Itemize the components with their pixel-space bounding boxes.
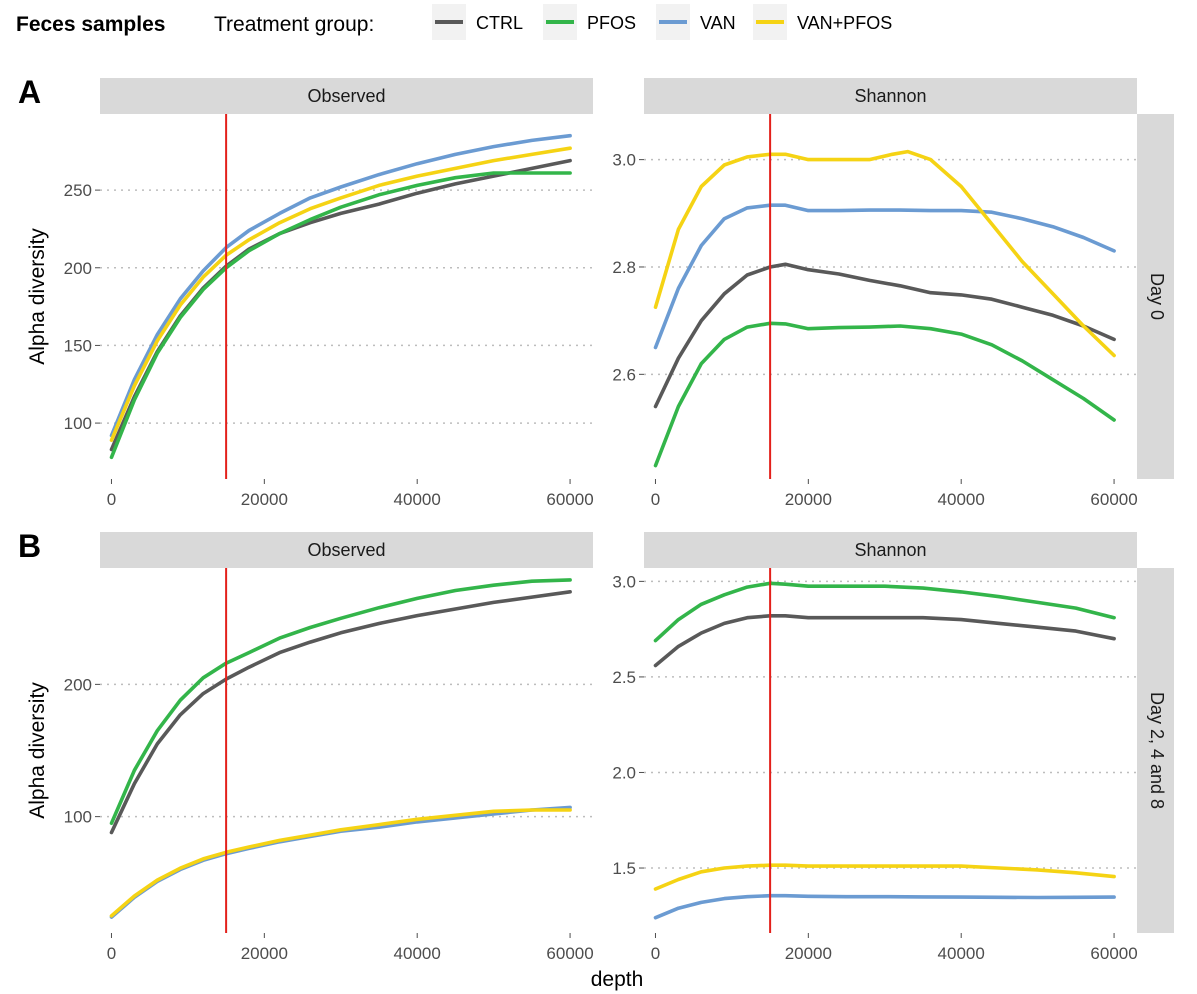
x-tick-label: 40000 <box>394 944 441 963</box>
y-tick-label: 150 <box>64 336 92 355</box>
x-tick-label: 0 <box>651 944 660 963</box>
x-tick-label: 40000 <box>938 490 985 509</box>
x-tick-label: 20000 <box>241 944 288 963</box>
x-tick-label: 0 <box>651 490 660 509</box>
series-line-van-pfos <box>109 146 572 442</box>
y-tick-label: 1.5 <box>612 859 636 878</box>
facet-strip <box>644 532 1137 568</box>
y-tick-label: 2.8 <box>612 258 636 277</box>
legend-item-van-pfos: VAN+PFOS <box>753 4 892 40</box>
series-line-van <box>109 805 572 919</box>
legend-label: CTRL <box>476 13 523 33</box>
x-tick-label: 60000 <box>1090 490 1137 509</box>
panel-tag: A <box>18 74 41 110</box>
panel-3: B Observed 100 200 0 20000 40000 60000 Alpha div… <box>18 528 594 963</box>
x-tick-label: 20000 <box>785 490 832 509</box>
y-tick-label: 2.0 <box>612 763 636 782</box>
x-tick-label: 60000 <box>546 944 593 963</box>
series-line-van <box>653 203 1116 350</box>
facet-row-label: Day 0 <box>1147 273 1167 320</box>
y-tick-label: 250 <box>64 181 92 200</box>
series-line-van <box>653 893 1116 920</box>
facet-strip <box>100 532 593 568</box>
y-tick-label: 2.5 <box>612 668 636 687</box>
facet-row-strip <box>1137 568 1174 933</box>
facet-strip-label: Shannon <box>854 86 926 106</box>
x-tick-label: 60000 <box>546 490 593 509</box>
series-line-ctrl <box>109 590 572 835</box>
facet-strip <box>100 78 593 114</box>
series-line-pfos <box>109 171 572 460</box>
series-line-pfos <box>653 321 1116 468</box>
legend-item-van: VAN <box>656 4 736 40</box>
facet-strip-label: Observed <box>307 86 385 106</box>
x-tick-label: 0 <box>107 944 116 963</box>
x-tick-label: 60000 <box>1090 944 1137 963</box>
series-line-ctrl <box>653 614 1116 668</box>
y-axis-title: Alpha diversity <box>26 228 49 365</box>
panel-2: Shannon Day 0 2.6 2.8 3.0 0 20000 40000 60000 <box>612 78 1174 509</box>
x-tick-label: 40000 <box>394 490 441 509</box>
y-tick-label: 2.6 <box>612 365 636 384</box>
series-line-van-pfos <box>653 149 1116 358</box>
facet-strip-label: Shannon <box>854 540 926 560</box>
series-line-ctrl <box>653 262 1116 409</box>
series-line-van-pfos <box>653 863 1116 891</box>
facet-row-strip <box>1137 114 1174 479</box>
panel-1: A Observed 100 150 200 250 0 20000 40000 60000 Alp… <box>18 74 594 509</box>
y-axis-title: Alpha diversity <box>26 682 49 819</box>
x-tick-label: 20000 <box>241 490 288 509</box>
legend-label: VAN+PFOS <box>797 13 892 33</box>
facet-strip <box>644 78 1137 114</box>
legend-item-ctrl: CTRL <box>432 4 523 40</box>
facet-row-label: Day 2, 4 and 8 <box>1147 692 1167 809</box>
legend: Feces samples Treatment group: CTRL PFOS V… <box>16 4 892 40</box>
x-tick-label: 40000 <box>938 944 985 963</box>
panel-tag: B <box>18 528 41 564</box>
legend-title-bold: Feces samples <box>16 13 165 36</box>
x-axis-title: depth <box>591 968 644 991</box>
legend-item-pfos: PFOS <box>543 4 636 40</box>
y-tick-label: 100 <box>64 808 92 827</box>
y-tick-label: 200 <box>64 675 92 694</box>
y-tick-label: 100 <box>64 414 92 433</box>
legend-label: PFOS <box>587 13 636 33</box>
y-tick-label: 3.0 <box>612 151 636 170</box>
legend-items: CTRL PFOS VAN VAN+PFOS <box>432 4 892 40</box>
series-line-pfos <box>653 581 1116 643</box>
x-tick-label: 20000 <box>785 944 832 963</box>
series-line-van-pfos <box>109 808 572 918</box>
y-tick-label: 200 <box>64 259 92 278</box>
legend-label: VAN <box>700 13 736 33</box>
series-line-van <box>109 133 572 438</box>
legend-title: Treatment group: <box>214 13 374 36</box>
panel-4: Shannon Day 2, 4 and 8 1.5 2.0 2.5 3.0 0 20000 4… <box>612 532 1174 963</box>
facet-strip-label: Observed <box>307 540 385 560</box>
y-tick-label: 3.0 <box>612 572 636 591</box>
series-line-pfos <box>109 578 572 825</box>
x-tick-label: 0 <box>107 490 116 509</box>
